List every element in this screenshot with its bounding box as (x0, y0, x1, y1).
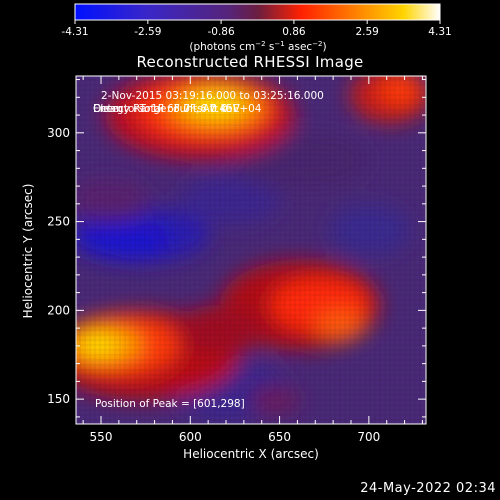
image-title: Reconstructed RHESSI Image (136, 53, 364, 71)
y-tick-label: 200 (47, 303, 70, 317)
colorbar-tick-label: -2.59 (134, 26, 161, 38)
image-data (76, 76, 426, 424)
colorbar-tick-label: 0.86 (282, 26, 306, 38)
x-tick-label: 650 (268, 430, 291, 444)
colorbar-units: (photons cm−2 s−1 asec−2) (189, 40, 326, 53)
plot-frame (75, 75, 427, 425)
axis-ticks: 550 600 650 700 150 200 250 300 (47, 76, 426, 444)
colorbar-tick-label: 2.59 (355, 26, 378, 38)
colorbar: -4.31 -2.59 -0.86 0.86 2.59 4.31 (photons cm−… (61, 3, 452, 53)
info-line-energy: Energy Range: 3.0 - 6.0 keV (93, 102, 240, 115)
x-axis-label: Heliocentric X (arcsec) (183, 447, 319, 461)
y-tick-label: 250 (47, 215, 70, 229)
info-line-detectors: Detectors: 1F 6F 7F, Att 0 (93, 102, 228, 115)
info-line-counts: Clean Total counts: 7.45E+04 (93, 102, 262, 115)
info-overlay: 2-Nov-2015 03:19:16.000 to 03:25:16.000 … (93, 90, 324, 115)
colorbar-gradient (74, 3, 441, 21)
y-tick-label: 300 (47, 126, 70, 140)
peak-position-label: Position of Peak = [601,298] (95, 398, 245, 410)
y-tick-label: 150 (47, 392, 70, 406)
colorbar-ticks: -4.31 -2.59 -0.86 0.86 2.59 4.31 (61, 20, 452, 38)
y-axis-label: Heliocentric Y (arcsec) (21, 183, 35, 319)
info-line-time: 2-Nov-2015 03:19:16.000 to 03:25:16.000 (101, 90, 324, 102)
x-tick-label: 700 (357, 430, 380, 444)
colorbar-tick-label: -0.86 (207, 26, 234, 38)
footer-date: 24-May-2022 02:34 (360, 481, 496, 496)
colorbar-tick-label: -4.31 (61, 26, 88, 38)
colorbar-tick-label: 4.31 (428, 26, 451, 38)
x-tick-label: 550 (90, 430, 113, 444)
x-tick-label: 600 (179, 430, 202, 444)
